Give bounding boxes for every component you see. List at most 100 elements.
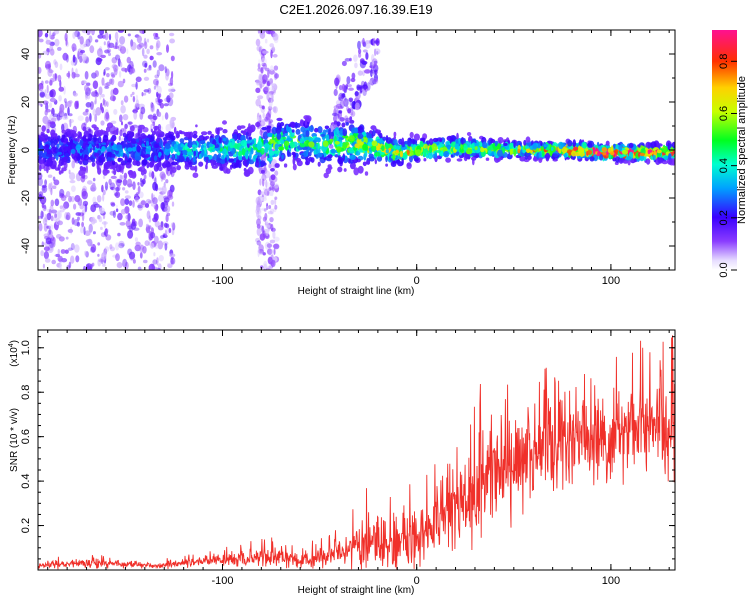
spectrogram-cell — [599, 154, 604, 161]
spectrogram-cell — [394, 145, 401, 150]
spectrogram-blob — [65, 191, 71, 197]
spectrogram-blob — [75, 73, 80, 78]
spectrogram-cell — [260, 169, 265, 174]
spectrogram-cell — [125, 162, 132, 169]
spectrogram-cell — [365, 160, 371, 165]
spectrogram-blob — [95, 107, 102, 116]
spectrogram-blob — [110, 120, 117, 125]
spectrogram-cell — [141, 159, 148, 166]
spectrogram-blob — [119, 222, 126, 226]
spectrogram-blob — [265, 230, 269, 236]
spectrogram-blob — [48, 69, 54, 74]
spectrogram-cell — [117, 157, 124, 162]
spectrogram-blob — [265, 179, 268, 188]
spectrogram-cell — [456, 158, 463, 162]
spectrogram-blob — [119, 114, 123, 123]
spectrogram-cell — [410, 143, 414, 147]
spectrogram-blob — [122, 78, 126, 84]
spectrogram-blob — [117, 232, 121, 237]
spectrogram-cell — [107, 148, 111, 152]
spectrogram-blob — [108, 52, 111, 57]
spectrogram-cell — [500, 155, 503, 161]
spectrogram-blob — [158, 64, 165, 72]
spectrogram-cell — [274, 143, 279, 151]
spectrogram-blob — [92, 108, 97, 116]
spectrogram-cell — [192, 134, 198, 139]
spectrogram-blob — [79, 36, 84, 45]
spectrogram-blob — [45, 123, 51, 131]
spectrogram-blob — [71, 185, 76, 192]
spectrogram-cell — [602, 152, 607, 156]
spectrogram-blob — [72, 54, 76, 63]
spectrogram-blob — [42, 100, 49, 105]
spectrogram-blob — [117, 80, 124, 88]
spectrogram-cell — [222, 129, 228, 134]
spectrogram-blob — [111, 57, 118, 64]
spectrogram-cell — [618, 158, 624, 164]
spectrogram-blob — [81, 80, 87, 85]
spectrogram-cell — [382, 136, 387, 141]
spectrogram-blob — [91, 91, 96, 97]
spectrogram-blob — [337, 113, 340, 120]
spectrogram-blob — [257, 30, 261, 34]
spectrogram-cell — [192, 144, 197, 148]
spectrogram-cell — [471, 143, 475, 150]
spectrogram-cell — [645, 158, 651, 165]
spectrogram-cell — [251, 140, 255, 145]
spectrogram-blob — [111, 64, 118, 69]
spectrogram-cell — [179, 138, 185, 143]
spectrogram-blob — [256, 240, 261, 246]
spectrogram-blob — [169, 77, 174, 86]
spectrogram-cell — [106, 122, 114, 129]
spectrogram-cell — [639, 152, 645, 157]
spectrogram-blob — [104, 32, 109, 41]
spectrogram-cell — [239, 125, 246, 129]
spectrogram-blob — [104, 86, 110, 89]
spectrogram-blob — [43, 251, 50, 260]
spectrogram-blob — [90, 216, 96, 225]
spectrogram-cell — [138, 124, 145, 130]
spectrogram-blob — [104, 83, 109, 87]
spectrogram-cell — [295, 128, 301, 135]
spectrogram-blob — [164, 112, 169, 120]
spectrogram-cell — [589, 156, 595, 162]
spectrogram-cell — [111, 142, 114, 146]
spectrogram-blob — [255, 98, 261, 107]
spectrogram-marks — [38, 30, 675, 270]
spectrogram-blob — [92, 201, 98, 206]
spectrogram-blob — [267, 265, 273, 270]
spectrogram-blob — [258, 46, 262, 53]
spectrogram-cell — [362, 161, 367, 167]
spectrogram-cell — [323, 172, 329, 179]
snr-scale-prefix: (x10 — [9, 347, 20, 367]
spectrogram-cell — [314, 137, 321, 142]
spectrogram-cell — [540, 146, 544, 152]
spectrogram-blob — [47, 174, 53, 178]
spectrogram-blob — [167, 263, 173, 268]
spectrogram-blob — [117, 30, 125, 33]
spectrogram-blob — [269, 43, 275, 48]
spectrogram-blob — [49, 48, 55, 56]
spectrogram-blob — [130, 39, 134, 47]
spectrogram-cell — [613, 143, 616, 149]
spectrogram-cell — [289, 141, 295, 149]
spectrogram-cell — [317, 161, 321, 167]
spectrogram-cell — [149, 161, 155, 166]
spectrogram-blob — [339, 117, 345, 122]
spectrogram-blob — [157, 97, 160, 102]
spectrogram-cell — [177, 159, 181, 163]
spectrogram-blob — [114, 31, 119, 41]
spectrogram-cell — [164, 147, 171, 156]
spectrogram-blob — [127, 33, 131, 37]
spectrogram-ytick-label: 0 — [20, 147, 32, 153]
spectrogram-cell — [437, 155, 442, 160]
spectrogram-blob — [338, 92, 344, 102]
spectrogram-blob — [268, 205, 272, 209]
spectrogram-blob — [84, 230, 91, 236]
spectrogram-cell — [638, 148, 642, 152]
spectrogram-blob — [105, 111, 110, 120]
spectrogram-cell — [281, 127, 285, 132]
spectrogram-blob — [370, 69, 373, 77]
spectrogram-cell — [246, 159, 250, 166]
spectrogram-cell — [47, 136, 51, 142]
